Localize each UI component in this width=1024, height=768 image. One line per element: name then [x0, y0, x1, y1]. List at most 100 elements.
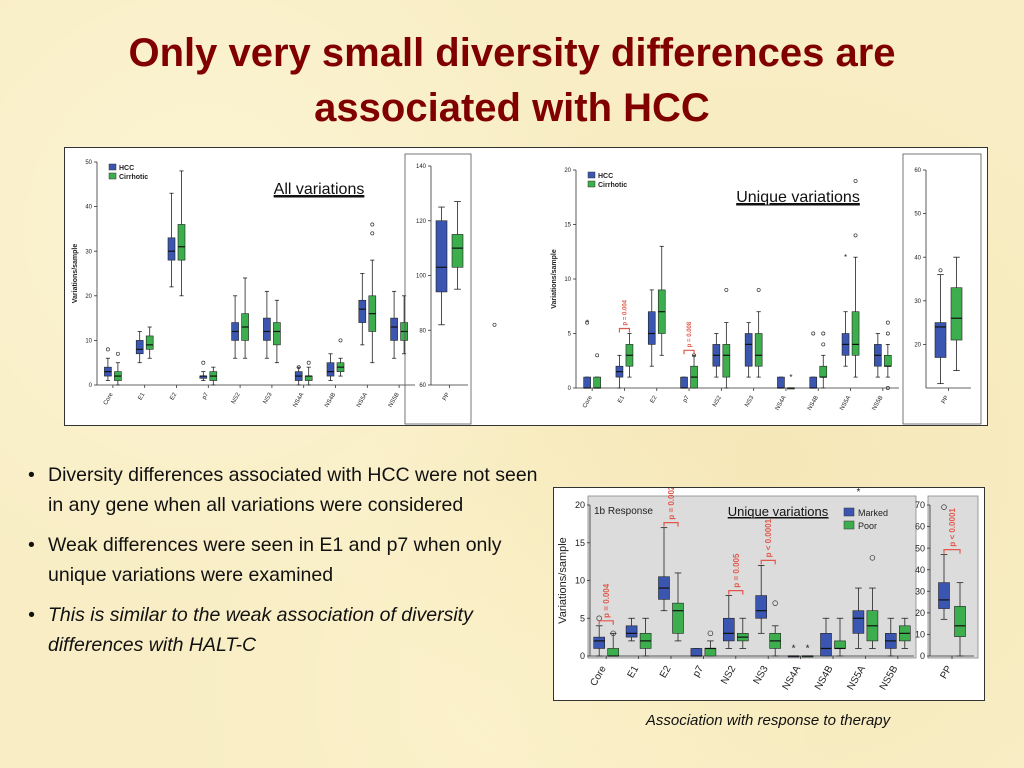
outlier-point [105, 347, 110, 352]
x-tick-label: E1 [617, 394, 626, 404]
box [326, 362, 335, 377]
extreme-star: * [856, 488, 860, 498]
x-tick-label: PP [938, 664, 954, 681]
x-tick-label: NS4A [781, 664, 804, 692]
box [304, 375, 313, 381]
extreme-star: * [792, 643, 796, 654]
y-tick-label: 50 [85, 160, 92, 166]
y-tick-label: 60 [419, 383, 426, 389]
bullet-list: Diversity differences associated with HC… [28, 460, 538, 670]
box [167, 237, 176, 261]
box [358, 299, 367, 323]
y-tick-label: 100 [416, 274, 427, 280]
box [954, 606, 966, 637]
slide-title-line1: Only very small diversity differences ar… [128, 31, 896, 75]
x-tick-label: NS4B [807, 395, 820, 412]
outlier-point [885, 331, 890, 336]
y-tick-label: 15 [564, 223, 571, 229]
pvalue-label: p = 0.002 [667, 488, 676, 520]
y-tick-label: 60 [915, 522, 925, 532]
y-tick-label: 0 [580, 651, 585, 661]
pvalue-bracket [943, 549, 961, 554]
x-tick-label: NS3 [744, 394, 755, 408]
y-tick-label: 15 [575, 538, 585, 548]
legend-label: HCC [598, 173, 613, 180]
box [704, 648, 717, 657]
x-tick-label: PP [941, 395, 950, 405]
outlier-point [772, 600, 778, 606]
legend: HCC Cirrhotic [587, 171, 627, 189]
outlier-point [853, 178, 858, 183]
bottom-figure-panel: 0 5 10 15 20 Core E1 E2 p7 NS2 NS3 NS4A NS4B NS5A NS5B… [553, 485, 985, 701]
outlier-point [853, 233, 858, 238]
y-tick-label: 30 [85, 249, 92, 255]
chart-3: 20 30 40 50 60 PP [902, 153, 1004, 425]
box [451, 234, 464, 268]
y-tick-label: 0 [920, 651, 925, 661]
legend-label: Poor [858, 521, 877, 531]
pvalue-label: p < 0.0001 [764, 518, 773, 557]
box [583, 376, 591, 389]
outlier-point [756, 287, 761, 292]
figure-caption: Association with response to therapy [645, 712, 891, 729]
x-tick-label: NS4B [324, 392, 337, 409]
outlier-point [724, 287, 729, 292]
pvalue-label: p < 0.0001 [948, 508, 957, 547]
pvalue-label: p = 0.004 [622, 299, 628, 325]
legend-label: Cirrhotic [119, 174, 148, 181]
legend-swatch [843, 507, 855, 517]
extreme-star: * [789, 373, 792, 382]
y-tick-label: 60 [914, 168, 921, 174]
box [625, 625, 638, 638]
box [950, 287, 963, 341]
y-tick-label: 0 [568, 386, 572, 392]
legend: HCC Cirrhotic [108, 163, 148, 181]
x-tick-label: p7 [682, 394, 691, 403]
plot-background [927, 495, 979, 659]
x-tick-label: E1 [626, 664, 642, 680]
outlier-point [885, 320, 890, 325]
outlier-point [296, 365, 301, 370]
y-tick-label: 120 [416, 219, 427, 225]
outlier-point [885, 386, 890, 390]
legend-swatch [108, 163, 117, 171]
pvalue-label: p = 0.008 [687, 321, 693, 347]
box [755, 595, 767, 619]
box [593, 376, 601, 389]
legend-label: Marked [858, 508, 888, 518]
pvalue-label: p = 0.005 [732, 553, 741, 588]
outlier-point [492, 322, 497, 327]
outlier-point [707, 630, 714, 637]
x-tick-label: NS2 [712, 394, 723, 408]
x-tick-label: Core [588, 664, 609, 689]
y-tick-label: 0 [89, 383, 93, 389]
legend-swatch [108, 172, 117, 180]
chart-0: 0 10 20 30 40 50 Core E1 E2 p7 NS2 NS3 NS4A NS4B NS5A N… [72, 160, 415, 409]
chart-annotation: All variations [274, 181, 365, 198]
series-hcc: ** [583, 253, 882, 389]
box [647, 311, 656, 345]
outlier-point [821, 342, 826, 347]
series-cirrhotic [451, 201, 497, 327]
box [177, 224, 186, 261]
outlier-point [585, 320, 590, 325]
x-tick-label: NS4A [775, 395, 788, 412]
y-tick-label: 50 [914, 212, 921, 218]
series-marked: ** [593, 487, 897, 658]
y-tick-label: 10 [915, 630, 925, 640]
y-tick-label: 140 [416, 164, 427, 170]
box [273, 322, 281, 346]
series-hcc [104, 192, 398, 386]
legend: Marked Poor [843, 507, 888, 531]
box [819, 365, 828, 378]
x-tick-label: NS4B [813, 664, 836, 692]
y-tick-label: 20 [85, 294, 92, 300]
x-tick-label: NS5B [878, 664, 901, 692]
top-figure-panel: 0 10 20 30 40 50 Core E1 E2 p7 NS2 NS3 NS4A NS4B NS5A N… [64, 147, 1004, 426]
series-marked [938, 504, 950, 620]
y-tick-label: 10 [85, 339, 92, 345]
x-tick-label: PP [442, 392, 451, 402]
series-hcc [435, 206, 448, 326]
bullet-item: Diversity differences associated with HC… [28, 460, 538, 520]
outlier-point [821, 331, 826, 336]
